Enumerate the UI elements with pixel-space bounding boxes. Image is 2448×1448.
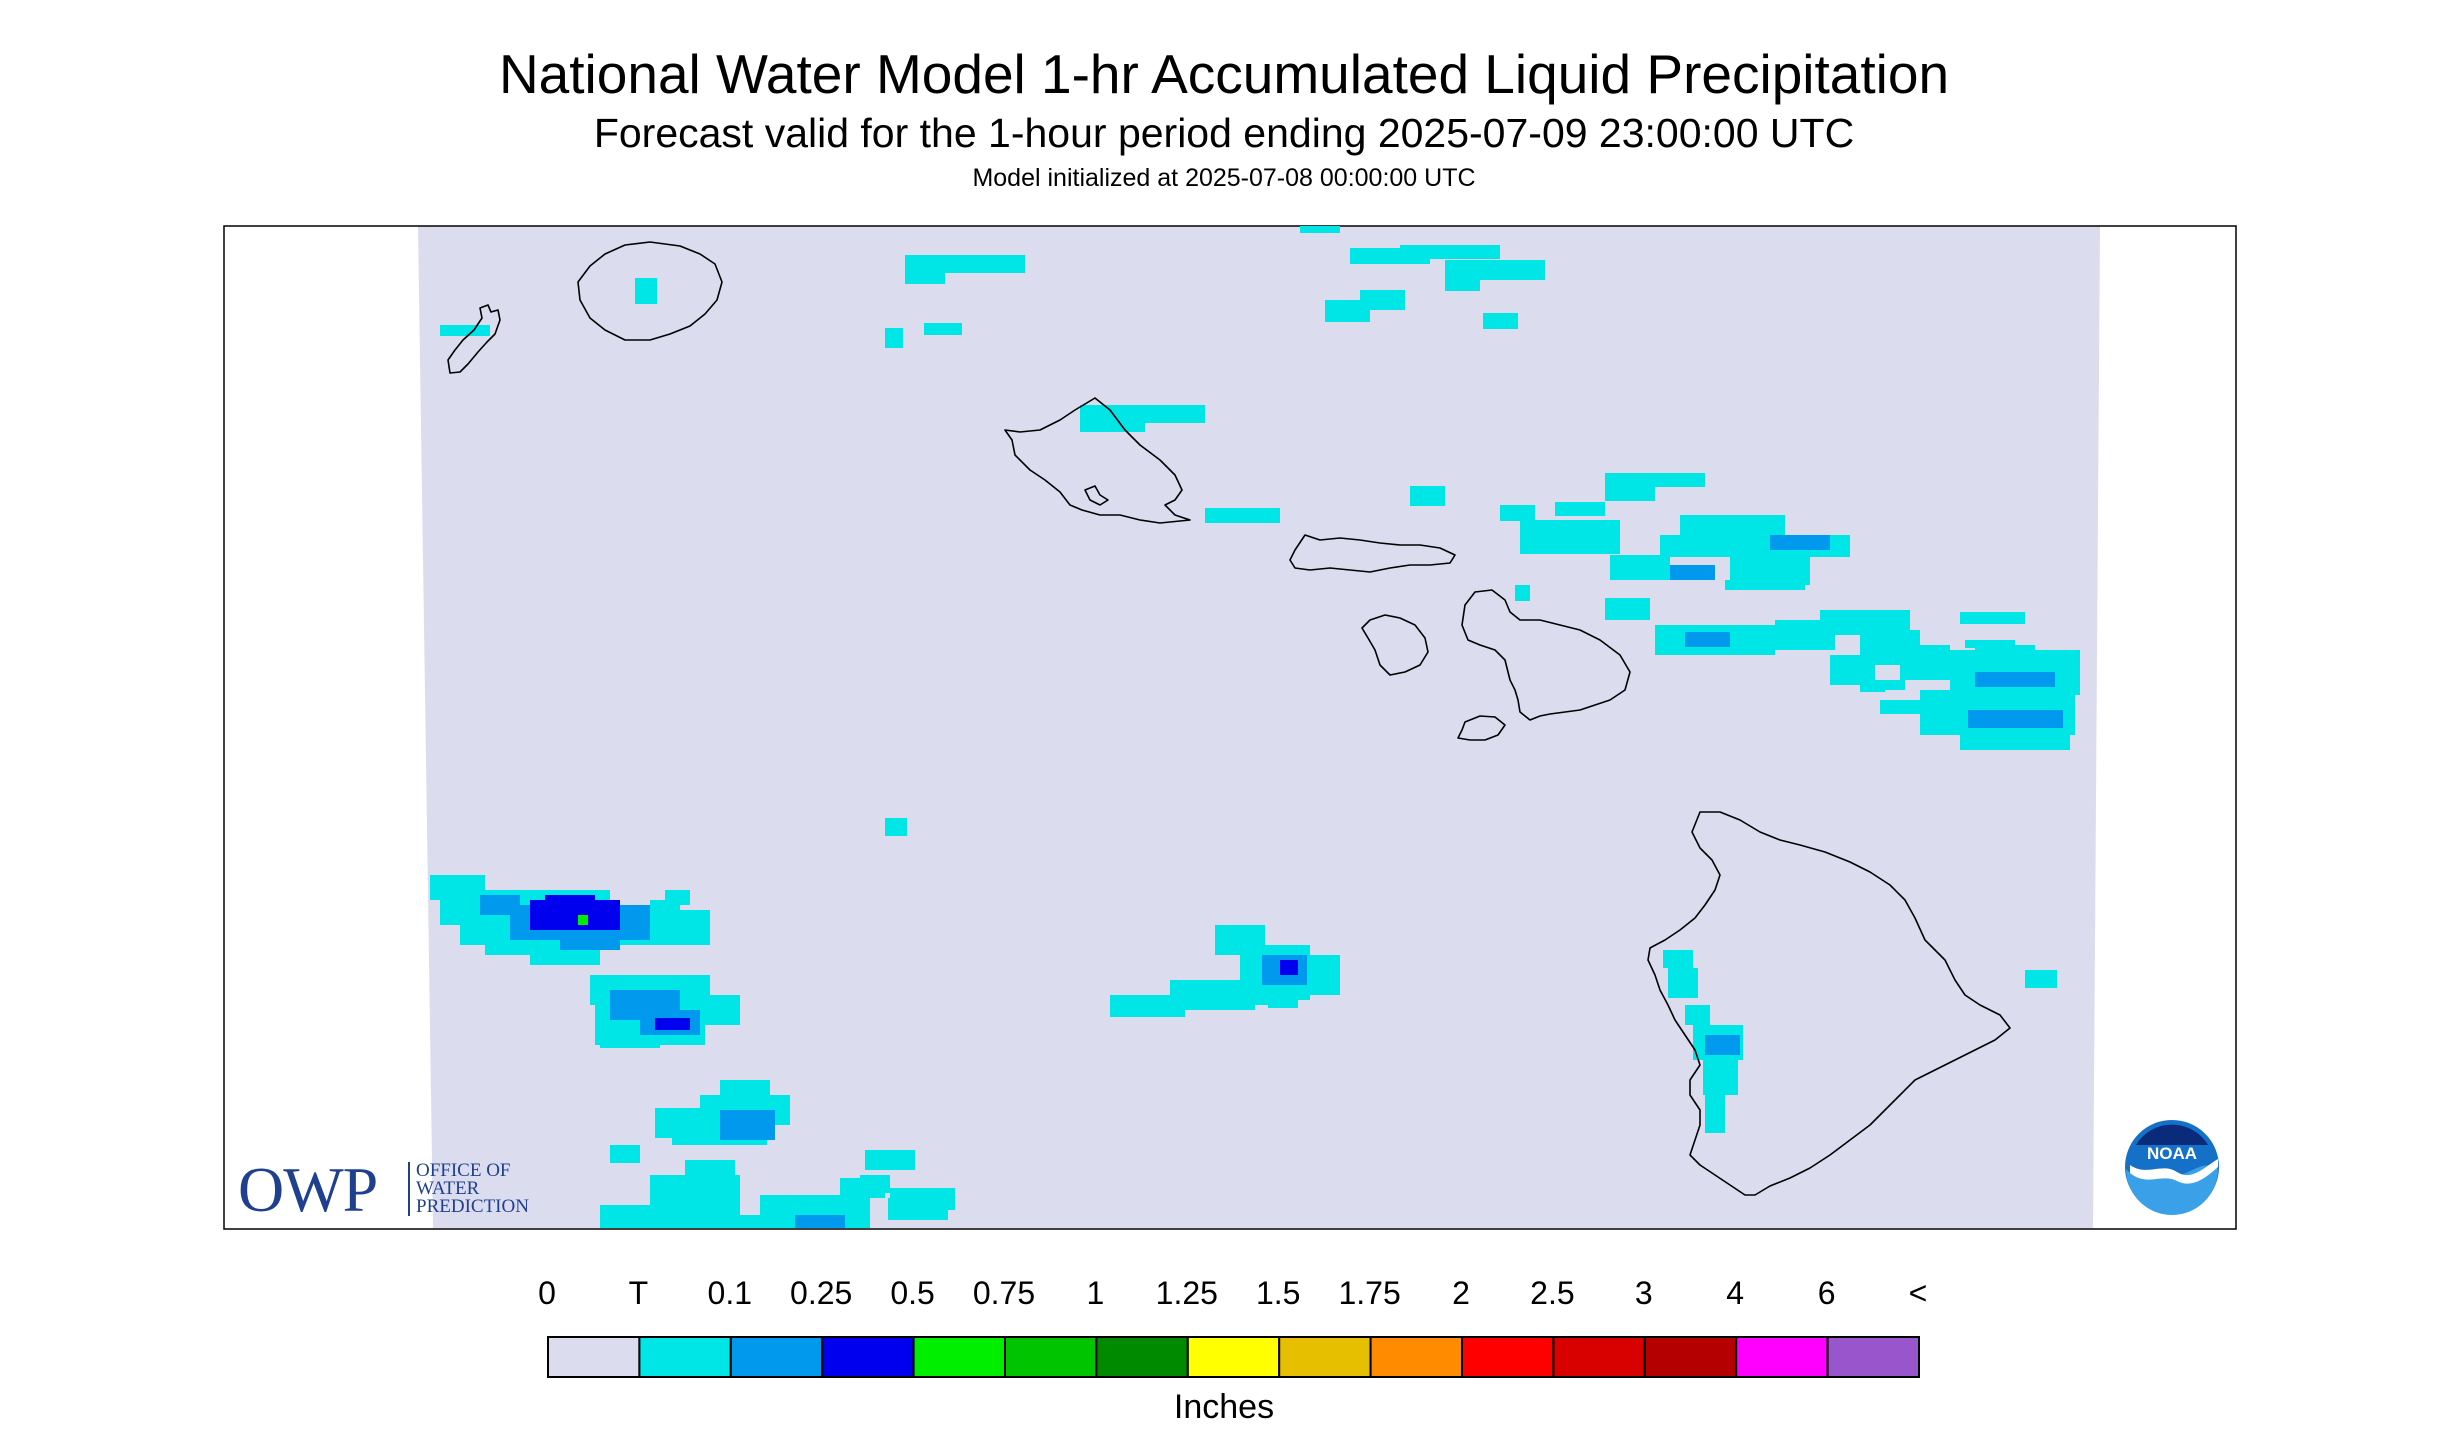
legend-swatch <box>1278 1336 1372 1378</box>
owp-logo-line-1: OFFICE OF <box>416 1160 511 1181</box>
legend-tick-label: < <box>1908 1275 1928 1311</box>
legend-tick-label: 0.25 <box>790 1275 853 1311</box>
legend-swatch <box>821 1336 915 1378</box>
legend-swatch <box>1826 1336 1920 1378</box>
legend-swatch <box>1643 1336 1738 1378</box>
legend-tick-label: 0.5 <box>890 1275 935 1311</box>
legend-tick-label: 1.25 <box>1155 1275 1218 1311</box>
legend-tick-label: 0 <box>538 1275 556 1311</box>
legend-swatch <box>1369 1336 1463 1378</box>
legend-tick-label: 1.5 <box>1255 1275 1301 1311</box>
legend-swatch <box>912 1336 1006 1378</box>
map-frame <box>223 225 2237 1230</box>
owp-logo: OWP OFFICE OF WATER PREDICTION <box>238 1154 529 1225</box>
legend-swatch <box>547 1336 641 1378</box>
legend-tick-label: 2 <box>1452 1275 1470 1311</box>
legend-swatch <box>1186 1336 1281 1378</box>
precip-moderate-cells <box>530 895 1298 1030</box>
owp-logo-letters: OWP <box>238 1154 378 1225</box>
maui-outline <box>1461 589 1631 721</box>
pearl-harbor-outline <box>1084 485 1109 506</box>
legend-swatch <box>1735 1336 1829 1378</box>
legend-swatch <box>1004 1336 1098 1378</box>
kauai-outline <box>577 241 723 341</box>
legend-tick-label: 3 <box>1634 1275 1653 1311</box>
legend-tick-label: T <box>628 1275 649 1311</box>
legend-swatch <box>638 1336 732 1378</box>
legend-tick-label: 2.5 <box>1530 1275 1575 1311</box>
legend-tick-label: 6 <box>1817 1275 1836 1311</box>
owp-logo-text: OFFICE OF WATER PREDICTION <box>408 1160 576 1217</box>
legend-tick-label: 4 <box>1726 1275 1745 1311</box>
legend-swatch <box>1461 1336 1555 1378</box>
legend-tick-label: 1.75 <box>1338 1275 1401 1311</box>
legend-swatch <box>1095 1336 1189 1378</box>
oahu-outline <box>1004 397 1191 524</box>
legend-units: Inches <box>1173 1388 1275 1426</box>
big-island-outline <box>1647 811 2011 1196</box>
owp-logo-line-3: PREDICTION <box>416 1196 529 1217</box>
model-init-line: Model initialized at 2025-07-08 00:00:00… <box>972 164 1476 192</box>
noaa-logo: NOAA <box>2123 1118 2221 1216</box>
map-subtitle: Forecast valid for the 1-hour period end… <box>593 110 1855 156</box>
owp-logo-line-2: WATER <box>416 1178 480 1199</box>
molokai-outline <box>1289 534 1456 573</box>
legend-tick-label: 0.1 <box>707 1275 753 1311</box>
legend-color-bar <box>547 1336 1920 1378</box>
map-title: National Water Model 1-hr Accumulated Li… <box>498 43 1950 105</box>
precip-heavy-cells <box>578 915 588 925</box>
noaa-logo-text: NOAA <box>2147 1144 2197 1163</box>
model-domain <box>418 226 2100 1228</box>
legend-swatch <box>729 1336 824 1378</box>
kahoolawe-outline <box>1457 715 1506 741</box>
legend-swatch <box>1552 1336 1646 1378</box>
coastlines <box>447 241 2011 1196</box>
legend-tick-label: 0.75 <box>972 1275 1036 1311</box>
niihau-outline <box>447 304 501 374</box>
legend-tick-label: 1 <box>1086 1275 1105 1311</box>
lanai-outline <box>1361 614 1429 676</box>
